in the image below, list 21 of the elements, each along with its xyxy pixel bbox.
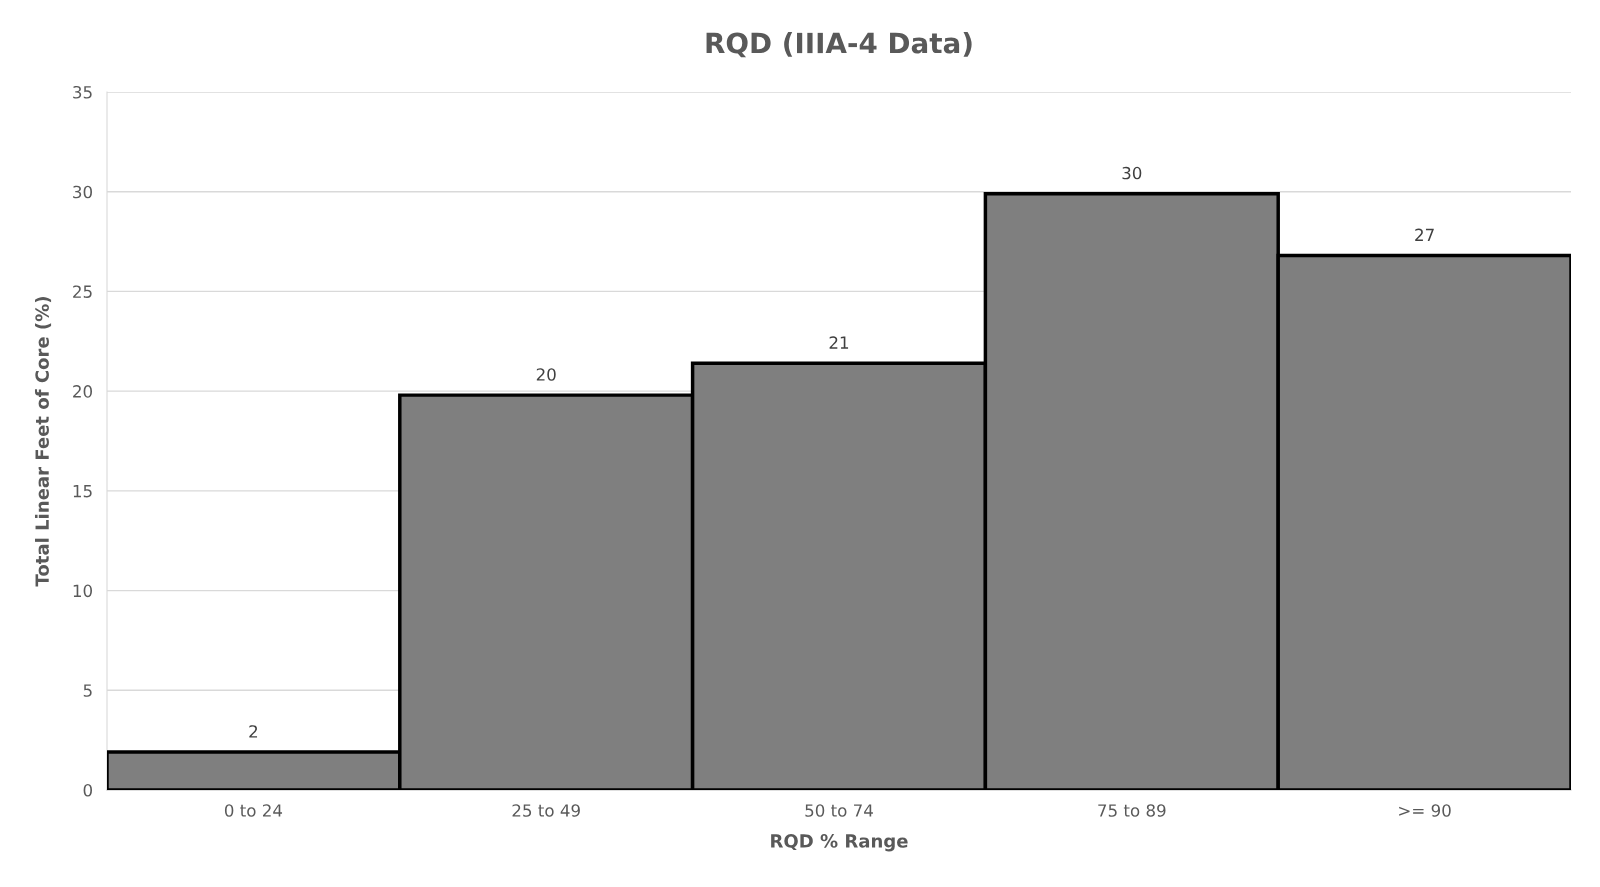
y-tick-label: 5 [83,684,92,697]
x-axis-title: RQD % Range [771,834,908,852]
y-axis-title: Total Linear Feet of Core (%) [34,297,52,587]
y-tick-label: 25 [73,285,92,298]
x-tick-label: 75 to 89 [1098,804,1166,817]
y-tick-label: 0 [83,783,92,797]
x-tick-label: 0 to 24 [224,804,283,817]
chart-title: RQD (IIIA-4 Data) [706,32,972,58]
y-tick-label: 10 [73,584,92,598]
y-tick-label: 30 [73,185,92,199]
x-tick-label: 50 to 74 [805,804,873,817]
data-label: 30 [1122,166,1142,180]
x-tick-label: >= 90 [1399,804,1451,817]
data-label: 2 [249,725,258,738]
y-tick-label: 15 [73,485,92,498]
data-label: 20 [536,368,556,381]
data-label: 21 [829,336,849,349]
y-tick-label: 20 [73,385,92,398]
x-tick-label: 25 to 49 [512,804,580,817]
y-tick-label: 35 [73,85,92,99]
data-label: 27 [1415,228,1434,241]
